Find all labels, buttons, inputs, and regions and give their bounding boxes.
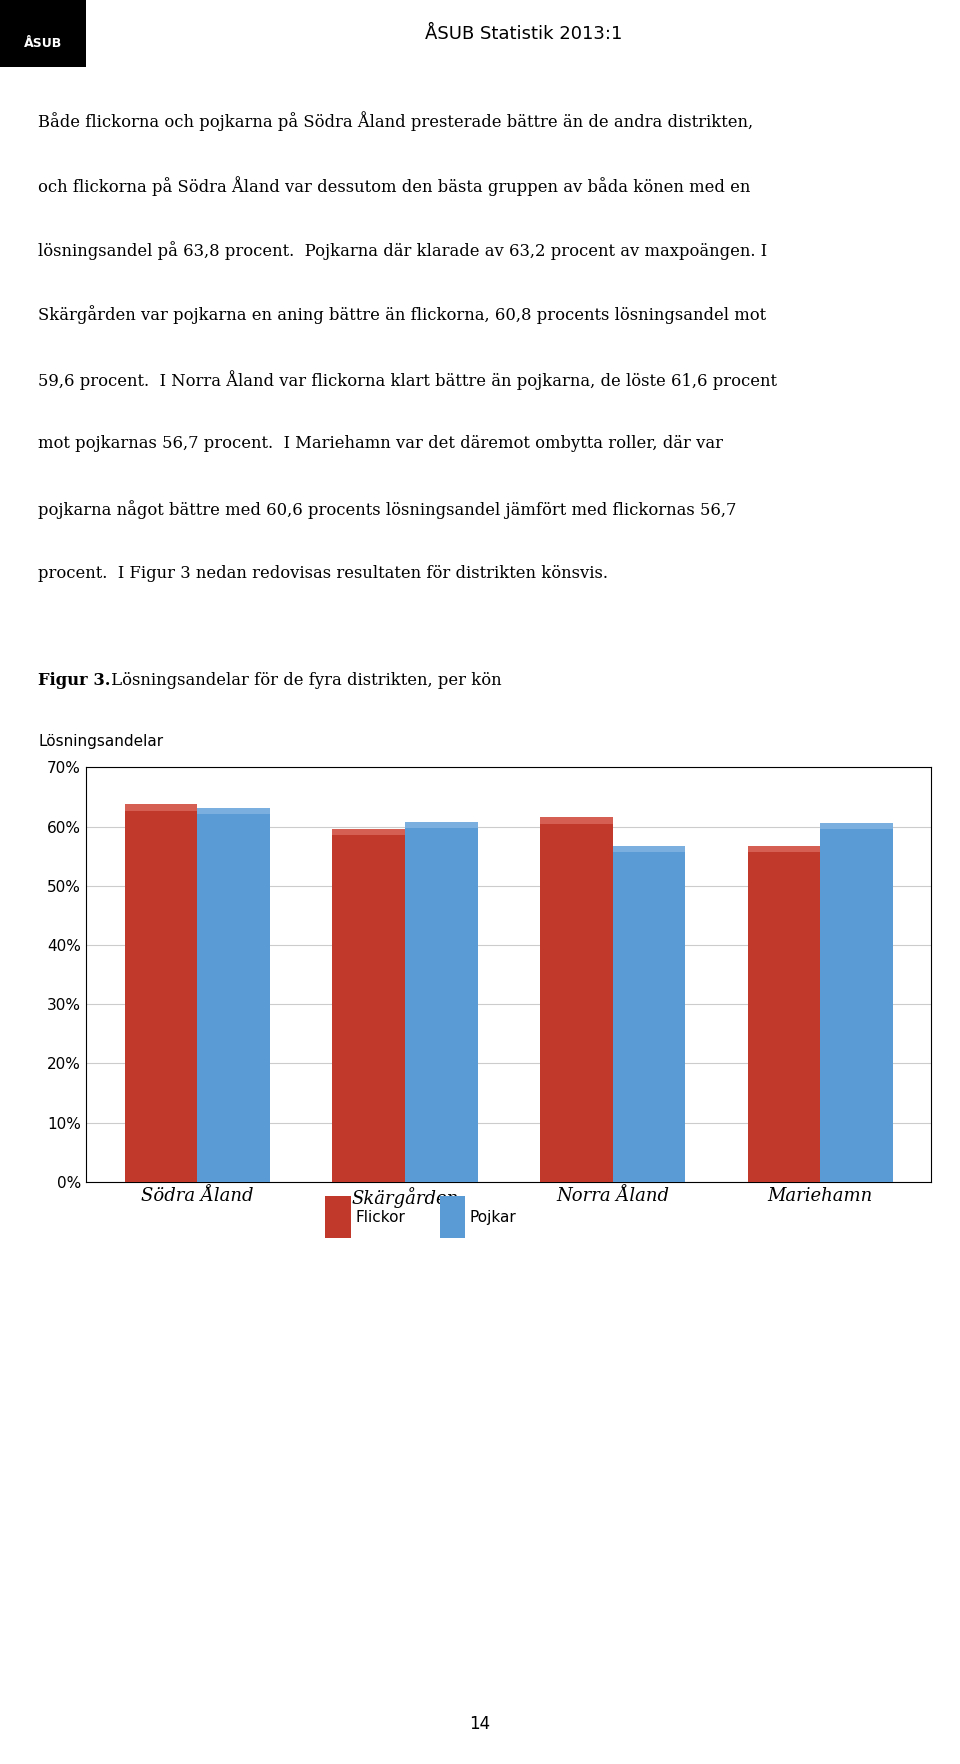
Bar xyxy=(820,824,893,829)
Bar xyxy=(325,1196,351,1238)
Text: Skärgården var pojkarna en aning bättre än flickorna, 60,8 procents lösningsande: Skärgården var pojkarna en aning bättre … xyxy=(38,305,766,325)
Text: Flickor: Flickor xyxy=(355,1210,405,1224)
Text: procent.  I Figur 3 nedan redovisas resultaten för distrikten könsvis.: procent. I Figur 3 nedan redovisas resul… xyxy=(38,564,609,582)
Bar xyxy=(125,804,198,811)
Text: Lösningsandelar: Lösningsandelar xyxy=(38,734,163,750)
Bar xyxy=(198,808,270,1182)
Text: mot pojkarnas 56,7 procent.  I Mariehamn var det däremot ombytta roller, där var: mot pojkarnas 56,7 procent. I Mariehamn … xyxy=(38,436,724,452)
Bar xyxy=(612,847,685,1182)
Bar xyxy=(332,829,405,836)
Bar xyxy=(612,847,685,852)
Text: pojkarna något bättre med 60,6 procents lösningsandel jämfört med flickornas 56,: pojkarna något bättre med 60,6 procents … xyxy=(38,501,736,519)
Bar xyxy=(332,829,405,1182)
Bar xyxy=(540,817,612,824)
Bar xyxy=(125,804,198,1182)
Text: ÅSUB: ÅSUB xyxy=(24,37,62,49)
Bar xyxy=(540,817,612,1182)
Bar xyxy=(405,822,478,1182)
Text: 59,6 procent.  I Norra Åland var flickorna klart bättre än pojkarna, de löste 61: 59,6 procent. I Norra Åland var flickorn… xyxy=(38,370,778,390)
Bar xyxy=(748,847,820,1182)
Text: 14: 14 xyxy=(469,1715,491,1734)
Text: Både flickorna och pojkarna på Södra Åland presterade bättre än de andra distrik: Både flickorna och pojkarna på Södra Åla… xyxy=(38,111,754,131)
Text: Figur 3.: Figur 3. xyxy=(38,672,111,688)
Text: ÅSUB Statistik 2013:1: ÅSUB Statistik 2013:1 xyxy=(424,25,622,42)
Bar xyxy=(440,1196,466,1238)
Text: Pojkar: Pojkar xyxy=(470,1210,516,1224)
Bar xyxy=(198,808,270,815)
Text: Lösningsandelar för de fyra distrikten, per kön: Lösningsandelar för de fyra distrikten, … xyxy=(107,672,502,688)
Text: lösningsandel på 63,8 procent.  Pojkarna där klarade av 63,2 procent av maxpoäng: lösningsandel på 63,8 procent. Pojkarna … xyxy=(38,240,768,259)
Bar xyxy=(405,822,478,829)
Bar xyxy=(820,824,893,1182)
Text: och flickorna på Södra Åland var dessutom den bästa gruppen av båda könen med en: och flickorna på Södra Åland var dessuto… xyxy=(38,176,751,196)
Bar xyxy=(748,847,820,852)
